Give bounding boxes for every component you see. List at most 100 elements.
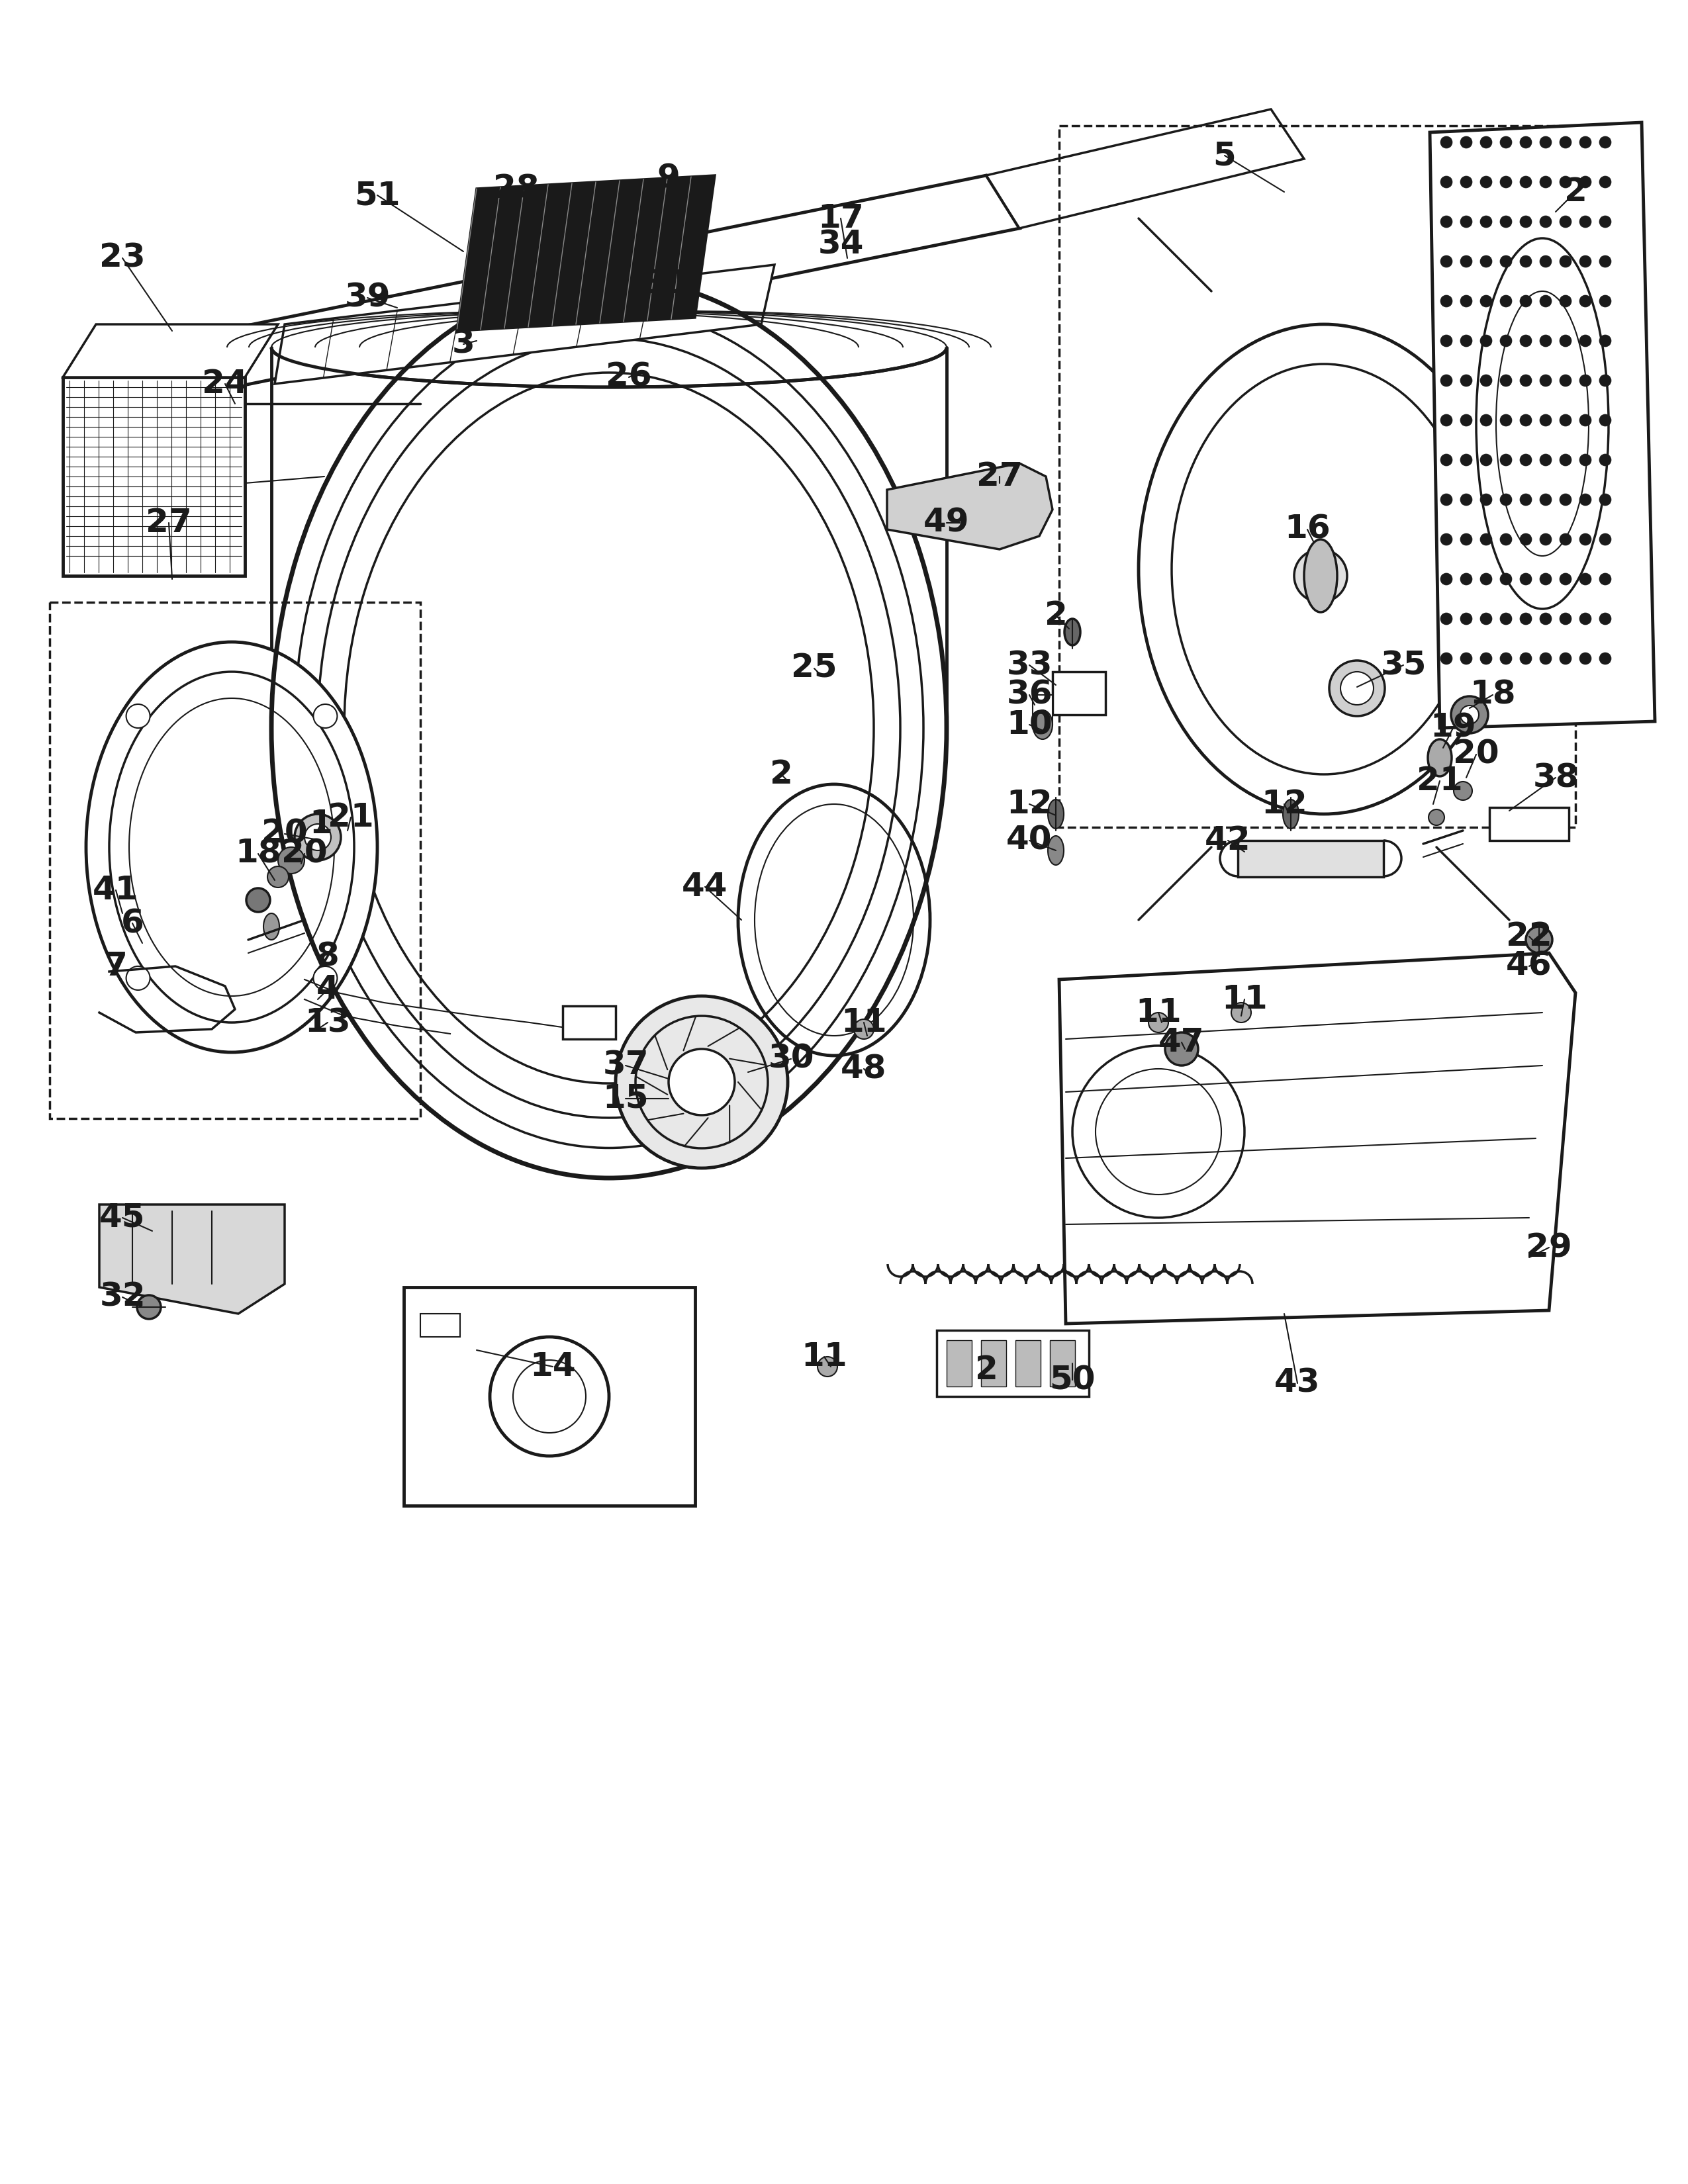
Circle shape xyxy=(1539,653,1551,664)
Circle shape xyxy=(1460,533,1472,546)
Circle shape xyxy=(1560,494,1572,507)
Circle shape xyxy=(1440,454,1452,465)
Circle shape xyxy=(1440,177,1452,188)
Circle shape xyxy=(1440,614,1452,625)
Circle shape xyxy=(1539,454,1551,465)
Circle shape xyxy=(1460,135,1472,149)
Circle shape xyxy=(1560,572,1572,585)
Circle shape xyxy=(1501,454,1512,465)
Circle shape xyxy=(1580,256,1592,266)
Circle shape xyxy=(1460,376,1472,387)
Text: 50: 50 xyxy=(1050,1365,1096,1396)
Text: 21: 21 xyxy=(1416,764,1463,797)
Circle shape xyxy=(1580,494,1592,507)
Text: 11: 11 xyxy=(1136,996,1182,1029)
Bar xyxy=(49,603,420,1118)
Circle shape xyxy=(1580,533,1592,546)
Circle shape xyxy=(1580,334,1592,347)
Circle shape xyxy=(1519,454,1531,465)
Circle shape xyxy=(1580,216,1592,227)
Circle shape xyxy=(1519,295,1531,308)
Polygon shape xyxy=(986,109,1305,229)
Circle shape xyxy=(1480,415,1492,426)
Text: 9: 9 xyxy=(657,164,680,194)
Circle shape xyxy=(1165,1033,1198,1066)
Circle shape xyxy=(1519,216,1531,227)
Circle shape xyxy=(1501,614,1512,625)
Circle shape xyxy=(1460,216,1472,227)
Circle shape xyxy=(1599,454,1612,465)
Circle shape xyxy=(1440,653,1452,664)
Circle shape xyxy=(1560,334,1572,347)
Text: 2: 2 xyxy=(974,1354,998,1387)
Polygon shape xyxy=(457,175,716,332)
Circle shape xyxy=(1440,334,1452,347)
Circle shape xyxy=(1560,533,1572,546)
Bar xyxy=(420,1315,461,1337)
Circle shape xyxy=(1519,415,1531,426)
Text: 37: 37 xyxy=(603,1051,648,1081)
Text: 14: 14 xyxy=(530,1350,576,1382)
Ellipse shape xyxy=(1033,710,1053,738)
Circle shape xyxy=(295,815,341,860)
Circle shape xyxy=(1501,334,1512,347)
Bar xyxy=(1016,1341,1040,1387)
Text: 24: 24 xyxy=(203,367,248,400)
Circle shape xyxy=(1480,256,1492,266)
Bar xyxy=(1489,808,1568,841)
Text: 46: 46 xyxy=(1506,950,1553,983)
Text: 31: 31 xyxy=(645,269,692,301)
Polygon shape xyxy=(1058,952,1575,1324)
Ellipse shape xyxy=(86,642,378,1053)
Circle shape xyxy=(1560,216,1572,227)
Circle shape xyxy=(1599,177,1612,188)
Text: 47: 47 xyxy=(1158,1026,1205,1059)
Text: 32: 32 xyxy=(100,1282,145,1313)
Text: 38: 38 xyxy=(1533,762,1578,793)
Ellipse shape xyxy=(263,913,279,939)
Circle shape xyxy=(1460,572,1472,585)
Circle shape xyxy=(1460,653,1472,664)
Text: 39: 39 xyxy=(344,282,390,314)
Circle shape xyxy=(1480,295,1492,308)
Polygon shape xyxy=(62,323,279,378)
Ellipse shape xyxy=(1139,323,1509,815)
Circle shape xyxy=(854,1020,874,1040)
Circle shape xyxy=(1519,653,1531,664)
Circle shape xyxy=(1519,614,1531,625)
Circle shape xyxy=(1539,177,1551,188)
Circle shape xyxy=(1580,135,1592,149)
Circle shape xyxy=(1440,415,1452,426)
Circle shape xyxy=(1599,614,1612,625)
Circle shape xyxy=(1460,494,1472,507)
Bar xyxy=(937,1330,1089,1396)
Text: 20: 20 xyxy=(282,839,327,869)
Text: 25: 25 xyxy=(792,653,837,684)
Polygon shape xyxy=(62,378,245,577)
Circle shape xyxy=(1480,135,1492,149)
Circle shape xyxy=(279,847,304,874)
Circle shape xyxy=(1295,550,1347,603)
Circle shape xyxy=(1428,810,1445,826)
Text: 27: 27 xyxy=(145,507,192,539)
Text: 15: 15 xyxy=(603,1083,648,1114)
Circle shape xyxy=(1539,334,1551,347)
Bar xyxy=(49,596,430,1125)
Text: 11: 11 xyxy=(1222,983,1268,1016)
Text: 29: 29 xyxy=(1526,1232,1572,1262)
Circle shape xyxy=(1440,376,1452,387)
Ellipse shape xyxy=(1283,799,1298,828)
Text: 28: 28 xyxy=(493,173,540,205)
Circle shape xyxy=(1539,256,1551,266)
Circle shape xyxy=(314,965,338,989)
Text: 27: 27 xyxy=(976,461,1023,491)
Circle shape xyxy=(1599,653,1612,664)
Circle shape xyxy=(1580,177,1592,188)
Circle shape xyxy=(1560,454,1572,465)
Text: 49: 49 xyxy=(923,507,969,539)
Circle shape xyxy=(127,703,150,727)
Circle shape xyxy=(1480,533,1492,546)
Circle shape xyxy=(1460,415,1472,426)
Circle shape xyxy=(1501,135,1512,149)
Circle shape xyxy=(1460,177,1472,188)
